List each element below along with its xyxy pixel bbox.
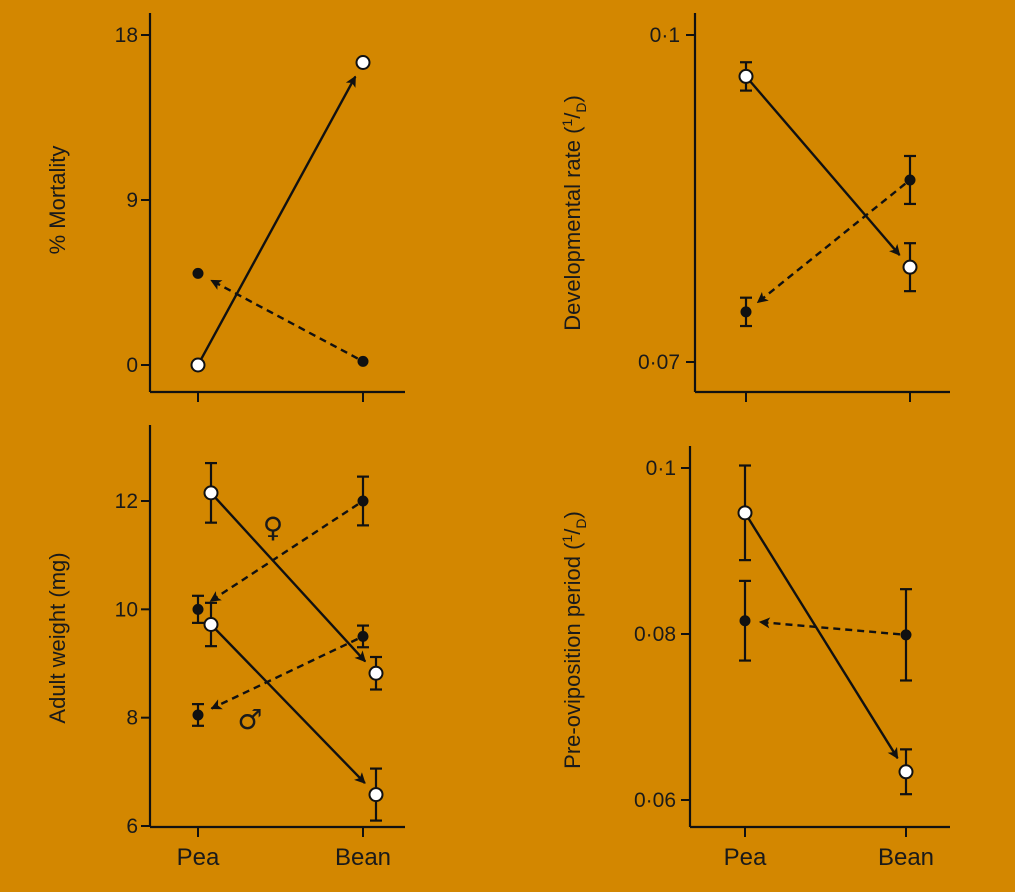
open-circle-point [737,505,753,521]
panel-bottom-left: 6 8 10 12 Pea Bean Adult weight (mg) ♀ ♂ [45,425,405,871]
filled-circle-point [192,709,204,721]
y-tick-label: 0 [126,354,138,377]
series-line-dashed [756,182,907,304]
series-line-solid [749,80,901,256]
y-tick-label: 0·06 [634,789,676,812]
series-line-dashed [210,279,359,360]
filled-circle-point [357,630,369,642]
y-axis-title: % Mortality [45,146,70,255]
open-circle-point [898,764,914,780]
series-line-dashed [210,637,359,710]
open-circle-point [203,485,219,501]
open-circle-point [355,55,371,70]
y-tick-label: 18 [115,24,138,47]
y-axis-title: Pre-oviposition period (1/D) [559,511,589,769]
series-line-solid [214,497,367,663]
panel-top-right: 0·07 0·1 Developmental rate (1/D) [559,13,950,402]
y-tick-label: 6 [126,815,138,838]
open-circle-point [368,787,384,803]
y-axis-title: Developmental rate (1/D) [559,95,589,331]
y-tick-label: 12 [115,490,138,513]
open-circle-point [902,259,918,275]
series-line-solid [747,518,899,760]
x-tick-label: Pea [724,844,767,871]
y-tick-label: 0·1 [646,457,676,480]
filled-circle-point [192,267,204,279]
female-symbol: ♀ [263,511,284,544]
x-tick-label: Bean [335,844,391,871]
y-tick-label: 8 [126,707,138,730]
open-circle-point [203,617,219,632]
open-circle-point [738,68,754,84]
y-tick-label: 9 [126,189,138,212]
y-axis-title: Adult weight (mg) [45,552,70,723]
filled-circle-point [740,306,752,318]
x-tick-label: Pea [177,844,220,871]
series-line-dashed [209,503,359,603]
filled-circle-point [739,615,751,627]
panel-bottom-right: 0·06 0·08 0·1 Pea Bean Pre-oviposition period… [559,446,950,871]
x-tick-label: Bean [878,844,934,871]
filled-circle-point [357,495,369,507]
filled-circle-point [904,174,916,186]
series-line-dashed [758,617,901,636]
y-tick-label: 0·08 [634,623,676,646]
y-tick-label: 0·07 [638,351,680,374]
y-tick-label: 0·1 [650,24,680,47]
y-tick-label: 10 [115,598,138,621]
filled-circle-point [192,603,204,615]
series-line-solid [215,628,366,784]
filled-circle-point [900,629,912,641]
open-circle-point [190,357,206,373]
open-circle-point [368,665,384,681]
male-symbol: ♂ [237,703,262,736]
series-line-solid [200,75,357,360]
filled-circle-point [357,355,369,367]
panel-top-left: 0 9 18 % Mortality [45,13,405,402]
